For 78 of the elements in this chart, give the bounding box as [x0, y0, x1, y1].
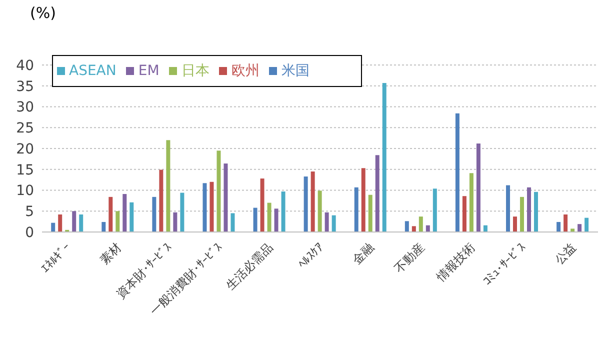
- bar: [72, 211, 76, 232]
- y-tick-label: 40: [16, 58, 34, 74]
- bar: [527, 187, 532, 232]
- bar: [116, 211, 120, 232]
- bar: [202, 183, 207, 232]
- bar: [584, 218, 589, 232]
- bar: [51, 222, 56, 232]
- bar: [267, 202, 272, 232]
- y-tick-label: 10: [16, 183, 34, 200]
- y-axis-title: (%): [30, 4, 56, 22]
- bar: [310, 171, 315, 232]
- bar: [455, 113, 460, 232]
- bar: [108, 196, 113, 232]
- bar: [564, 214, 568, 232]
- bar: [361, 168, 366, 232]
- bar: [506, 185, 510, 232]
- x-tick-label: 生活必需品: [223, 240, 276, 293]
- bar: [332, 215, 336, 232]
- bar: [318, 190, 322, 232]
- bar: [58, 214, 62, 232]
- bar: [210, 182, 214, 232]
- legend-label: 欧州: [231, 63, 260, 79]
- y-tick-label: 25: [16, 120, 34, 137]
- legend-label: 米国: [281, 63, 310, 79]
- bar: [476, 143, 480, 232]
- x-tick-label: 公益: [552, 240, 579, 268]
- bar: [469, 173, 474, 232]
- bar: [173, 212, 178, 232]
- bar: [224, 164, 228, 232]
- bar: [102, 222, 106, 232]
- y-tick-label: 35: [16, 78, 34, 95]
- bar: [462, 196, 466, 232]
- bar: [578, 224, 582, 232]
- bar: [483, 225, 488, 232]
- bar: [79, 214, 84, 232]
- x-tick-label: 金融: [350, 240, 377, 268]
- bar: [324, 212, 329, 232]
- bar: [556, 222, 561, 232]
- bar: [253, 208, 258, 232]
- x-tick-label: 情報技術: [433, 240, 478, 285]
- x-tick-label: ｴﾈﾙｷﾞｰ: [38, 240, 74, 276]
- bar: [513, 216, 518, 232]
- bar: [260, 178, 264, 232]
- bar: [274, 208, 278, 232]
- legend-label: EM: [138, 63, 160, 79]
- bar: [375, 155, 380, 232]
- bar: [570, 228, 575, 232]
- y-tick-label: 30: [16, 100, 34, 116]
- x-tick-label: ﾍﾙｽｹｱ: [295, 240, 326, 272]
- bar: [432, 188, 437, 232]
- y-tick-label: 15: [16, 162, 34, 178]
- bar: [122, 194, 127, 232]
- legend-label: ASEAN: [69, 63, 116, 79]
- bar: [216, 150, 221, 232]
- bar: [418, 216, 423, 232]
- legend-label: 日本: [181, 63, 210, 79]
- y-tick-label: 20: [16, 141, 34, 158]
- bar: [534, 192, 538, 232]
- bar: [520, 196, 524, 232]
- bar: [404, 221, 409, 232]
- bar: [130, 202, 134, 232]
- bar: [281, 192, 286, 232]
- bar: [412, 226, 416, 232]
- bar: [354, 187, 358, 232]
- bar: [304, 176, 308, 232]
- bar: [166, 140, 170, 232]
- x-tick-label: 素材: [97, 240, 124, 268]
- bar: [368, 194, 372, 232]
- bar: [159, 170, 164, 232]
- y-tick-label: 5: [25, 204, 34, 220]
- bar: [230, 213, 235, 232]
- bar: [382, 82, 386, 232]
- x-tick-label: 不動産: [392, 240, 428, 276]
- bar: [152, 196, 156, 232]
- y-tick-label: 0: [25, 224, 34, 241]
- x-tick-label: ｺﾐｭ･ｻｰﾋﾞｽ: [480, 240, 528, 288]
- bar: [426, 225, 430, 232]
- bar: [180, 192, 184, 232]
